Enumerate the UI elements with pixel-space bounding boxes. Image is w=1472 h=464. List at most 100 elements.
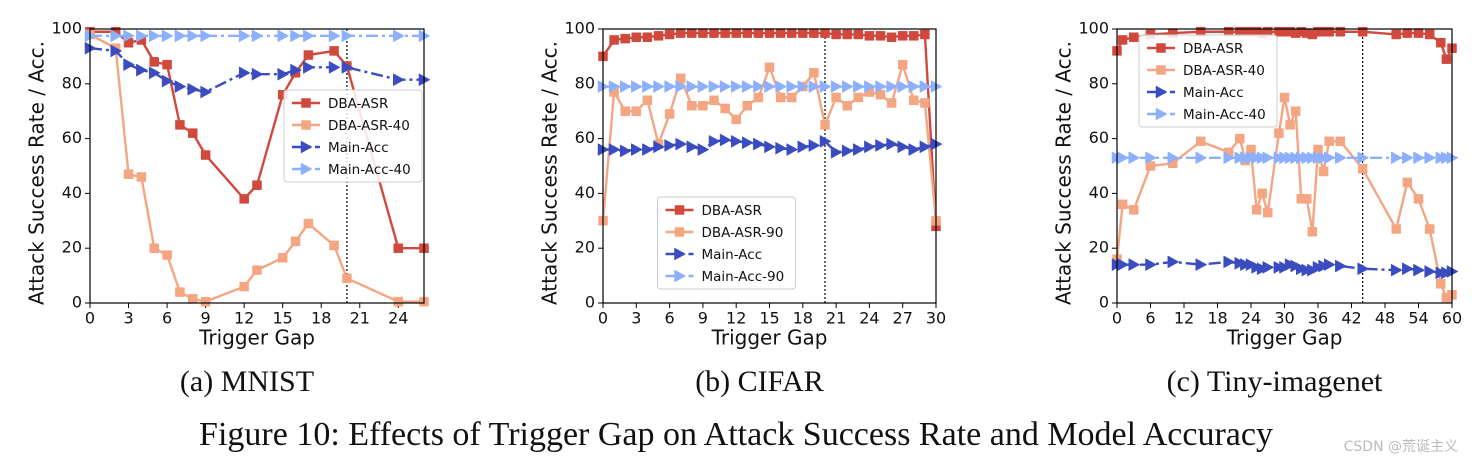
data-point (290, 236, 301, 247)
data-point (631, 32, 642, 42)
legend-marker (1155, 85, 1168, 99)
data-point (708, 80, 721, 93)
data-point (303, 60, 315, 74)
data-point (875, 80, 888, 93)
data-point (753, 92, 764, 103)
data-point (1117, 151, 1130, 165)
x-tick-label: 15 (759, 309, 779, 328)
data-point (252, 265, 262, 275)
data-point (609, 35, 619, 45)
x-tick-label: 6 (162, 309, 172, 328)
figure-caption: Figure 10: Effects of Trigger Gap on Att… (199, 416, 1273, 453)
data-point (1195, 151, 1208, 165)
x-tick-label: 30 (926, 309, 946, 328)
legend-marker (301, 120, 311, 130)
data-point (808, 80, 821, 93)
data-point (341, 29, 354, 43)
data-point (830, 145, 843, 159)
data-point (1262, 151, 1275, 165)
x-tick-label: 36 (1308, 309, 1328, 328)
legend-label: DBA-ASR (1183, 41, 1243, 57)
data-point (775, 92, 786, 103)
legend-marker (1156, 65, 1166, 75)
data-point (342, 273, 352, 284)
data-point (853, 143, 865, 156)
data-point (1318, 166, 1329, 177)
data-point (642, 32, 653, 42)
data-point (329, 240, 339, 251)
x-tick-label: 27 (893, 309, 913, 328)
data-point (290, 63, 303, 77)
data-point (174, 80, 187, 93)
data-point (1413, 194, 1424, 204)
data-point (664, 139, 677, 152)
data-point (830, 80, 843, 93)
data-point (742, 80, 754, 93)
data-point (1402, 28, 1413, 38)
data-point (1167, 255, 1180, 269)
legend-label: Main-Acc (1183, 85, 1244, 101)
data-point (1195, 258, 1208, 272)
data-point (908, 143, 921, 156)
legend-marker (1156, 43, 1166, 53)
data-point (162, 59, 172, 70)
data-point (764, 80, 777, 93)
data-point (1424, 29, 1435, 40)
data-point (1335, 151, 1347, 165)
data-point (136, 29, 148, 43)
x-tick-label: 18 (793, 309, 813, 328)
legend-label: Main-Acc-40 (1183, 107, 1266, 123)
data-point (653, 80, 666, 93)
data-point (148, 29, 161, 43)
data-point (1424, 265, 1437, 278)
data-point (200, 29, 213, 43)
x-tick-label: 24 (1241, 309, 1261, 328)
data-point (820, 28, 830, 38)
data-point (1413, 151, 1426, 165)
data-point (653, 31, 664, 41)
data-point (886, 137, 899, 151)
data-point (820, 120, 830, 130)
data-point (919, 140, 932, 154)
y-axis-label: Attack Success Rate / Acc. (1052, 41, 1076, 305)
data-point (675, 28, 686, 38)
y-tick-label: 80 (575, 73, 595, 92)
data-point (841, 80, 854, 93)
data-point (136, 172, 147, 182)
y-tick-label: 100 (1078, 19, 1109, 38)
data-point (619, 80, 632, 93)
x-tick-label: 30 (1274, 309, 1294, 328)
data-point (730, 80, 743, 93)
data-point (731, 114, 741, 125)
data-point (1145, 161, 1156, 171)
x-tick-label: 42 (1341, 309, 1361, 328)
data-point (1145, 151, 1158, 165)
data-point (697, 143, 710, 156)
data-point (664, 29, 675, 40)
y-tick-label: 40 (575, 183, 595, 202)
data-point (897, 140, 910, 154)
data-point (1335, 259, 1347, 273)
data-point (1145, 258, 1158, 272)
data-point (753, 80, 765, 93)
legend-label: Main-Acc-90 (702, 269, 785, 285)
data-point (809, 68, 819, 78)
x-axis-label: Trigger Gap (711, 326, 828, 350)
data-point (1424, 151, 1437, 165)
data-point (1129, 32, 1139, 42)
data-point (775, 141, 788, 155)
data-point (731, 28, 741, 38)
data-point (1117, 199, 1128, 210)
data-point (775, 80, 788, 93)
data-point (1128, 258, 1141, 272)
data-point (110, 44, 123, 58)
y-tick-label: 20 (62, 238, 82, 257)
x-axis-label: Trigger Gap (1226, 326, 1343, 350)
data-point (920, 98, 930, 108)
data-point (329, 46, 339, 56)
data-point (277, 67, 290, 81)
data-point (864, 31, 875, 41)
data-point (303, 218, 314, 229)
subplot-title: (c) Tiny-imagenet (1167, 365, 1383, 398)
data-point (341, 60, 354, 74)
